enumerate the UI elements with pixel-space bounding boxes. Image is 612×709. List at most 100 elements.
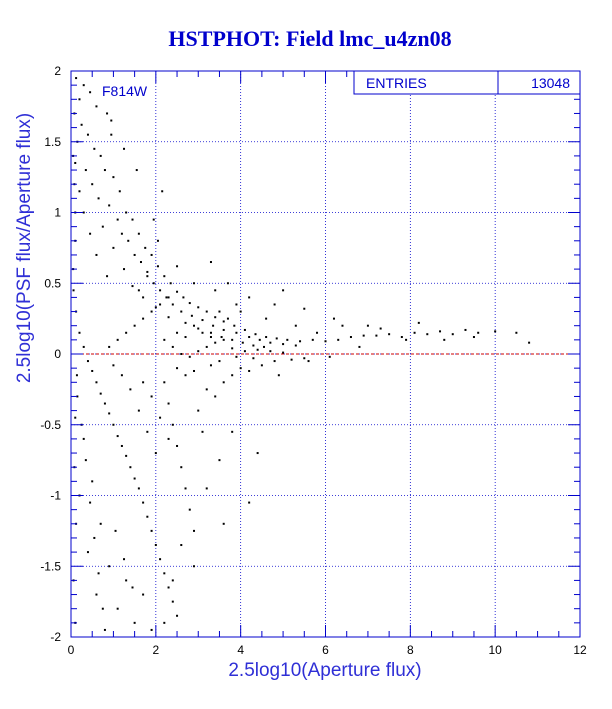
data-point [220, 336, 223, 339]
data-point [176, 367, 179, 370]
data-point [116, 338, 119, 341]
data-point [197, 350, 200, 353]
data-point [137, 232, 140, 235]
data-point [248, 369, 251, 372]
stats-box: ENTRIES 13048 [353, 70, 581, 95]
data-point [265, 317, 268, 320]
data-point [188, 508, 191, 511]
data-point [205, 345, 208, 348]
data-point [129, 388, 132, 391]
data-point [91, 369, 94, 372]
data-point [89, 232, 92, 235]
data-point [137, 289, 140, 292]
y-tick-label: 2 [54, 64, 61, 78]
data-point [146, 270, 149, 273]
data-point [184, 487, 187, 490]
data-point [142, 381, 145, 384]
data-point [89, 501, 92, 504]
data-point [131, 285, 134, 288]
data-point [86, 133, 89, 136]
x-tick-label: 10 [488, 643, 502, 657]
data-point [290, 358, 293, 361]
stats-entries-label: ENTRIES [366, 75, 427, 91]
data-point [218, 459, 221, 462]
data-point [286, 338, 289, 341]
data-point [248, 296, 251, 299]
data-point [443, 338, 446, 341]
axis-ticks [70, 70, 581, 638]
data-point [108, 345, 111, 348]
y-tick-label: 0.5 [44, 276, 61, 290]
data-point [248, 501, 251, 504]
data-point [248, 336, 251, 339]
data-point [142, 317, 145, 320]
data-point [269, 350, 272, 353]
data-point [163, 338, 166, 341]
data-point [184, 374, 187, 377]
data-point [103, 628, 106, 631]
data-point [515, 331, 518, 334]
y-tick-label: -1.5 [40, 559, 61, 573]
data-point [114, 529, 117, 532]
data-point [95, 105, 98, 108]
data-point [243, 328, 246, 331]
data-point [366, 324, 369, 327]
data-point [256, 452, 259, 455]
data-point [72, 289, 75, 292]
data-point [405, 338, 408, 341]
data-point [258, 338, 261, 341]
data-point [188, 302, 191, 305]
data-point [112, 176, 115, 179]
data-point [82, 211, 85, 214]
data-point [260, 364, 263, 367]
data-point [426, 333, 429, 336]
y-tick-label: -1 [50, 489, 61, 503]
data-point [235, 303, 238, 306]
data-point [112, 246, 115, 249]
data-point [180, 466, 183, 469]
data-point [84, 459, 87, 462]
data-point [439, 330, 442, 333]
data-point [163, 572, 166, 575]
data-point [193, 369, 196, 372]
data-point [120, 374, 123, 377]
y-tick-label: -0.5 [40, 418, 61, 432]
data-point [154, 306, 157, 309]
data-point [222, 320, 225, 323]
data-point [231, 347, 234, 350]
data-point [167, 586, 170, 589]
data-point [156, 265, 159, 268]
data-point [197, 409, 200, 412]
data-point [154, 544, 157, 547]
data-point [328, 355, 331, 358]
data-point [235, 355, 238, 358]
data-point [273, 303, 276, 306]
data-point [231, 338, 234, 341]
data-point [161, 190, 164, 193]
data-point [106, 275, 109, 278]
data-point [332, 317, 335, 320]
data-point [150, 310, 153, 313]
y-tick-labels: -2 -1.5 -1 -0.5 0 0.5 1 1.5 2 [40, 64, 61, 644]
data-point [477, 331, 480, 334]
data-point [159, 303, 162, 306]
grid-lines [71, 71, 580, 637]
data-point [214, 289, 217, 292]
data-point [125, 331, 128, 334]
data-point [123, 268, 126, 271]
data-point [159, 416, 162, 419]
data-point [116, 435, 119, 438]
data-point [76, 395, 79, 398]
data-point [120, 444, 123, 447]
data-point [282, 289, 285, 292]
data-point [97, 572, 100, 575]
data-point [400, 336, 403, 339]
x-tick-label: 0 [68, 643, 75, 657]
data-point [176, 265, 179, 268]
data-point [116, 607, 119, 610]
data-point [165, 296, 168, 299]
data-point [93, 536, 96, 539]
data-point [167, 316, 170, 319]
data-point [108, 412, 111, 415]
data-point [180, 310, 183, 313]
